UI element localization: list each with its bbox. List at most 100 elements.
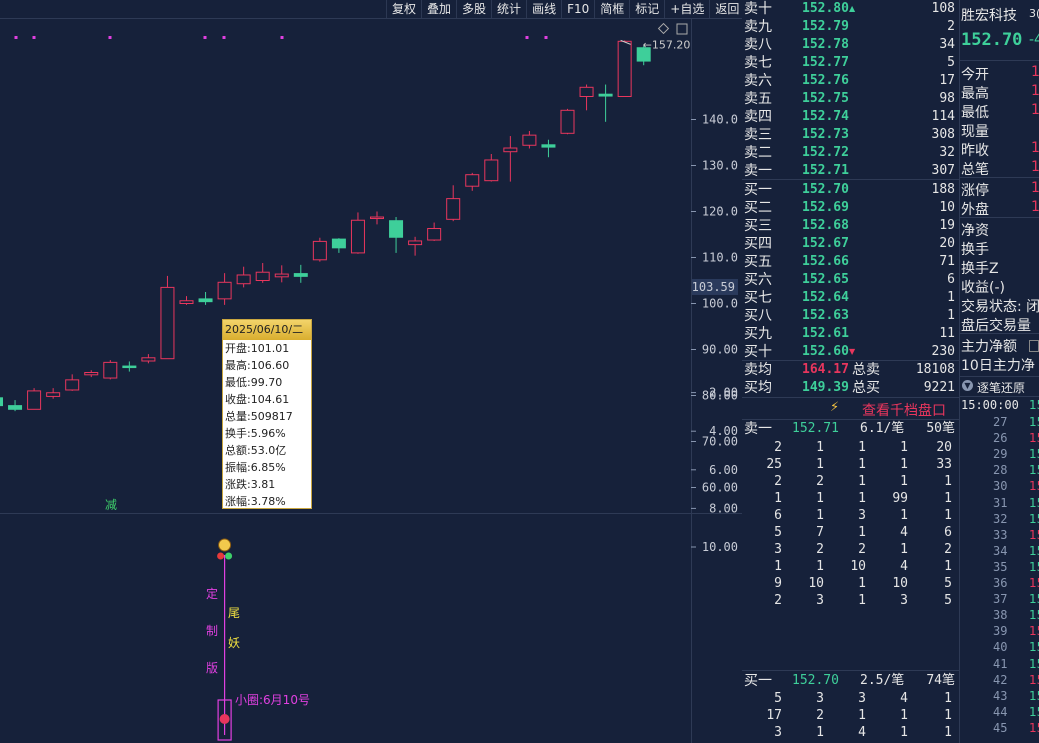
tick-title[interactable]: 逐笔还原: [977, 381, 1026, 395]
candle[interactable]: [65, 374, 80, 391]
ask-row[interactable]: 卖三 152.73 308: [742, 126, 959, 144]
indicator-text-right: 妖: [228, 636, 240, 650]
candle[interactable]: [160, 275, 175, 360]
avg-ask-value: 164.17: [802, 362, 849, 377]
panel-separator: [959, 60, 1039, 61]
avg-ask-row: 卖均 164.17 总卖 18108: [742, 361, 959, 379]
candle[interactable]: [427, 222, 442, 241]
candle[interactable]: [617, 40, 632, 97]
queue-cell: 2: [774, 474, 782, 489]
price-tag: [692, 278, 738, 295]
candle[interactable]: [408, 236, 423, 256]
candle[interactable]: [255, 263, 270, 283]
candle[interactable]: [274, 265, 289, 283]
queue-cell: 1: [858, 491, 866, 506]
candle[interactable]: [179, 296, 194, 305]
ask-row[interactable]: 卖十 152.80 108 ▲: [742, 0, 959, 18]
candle[interactable]: [522, 131, 537, 149]
bid-row[interactable]: 买八 152.63 1: [742, 307, 959, 325]
bid-row[interactable]: 买五 152.66 71: [742, 253, 959, 271]
ask-row[interactable]: 卖二 152.72 32: [742, 144, 959, 162]
bid-row[interactable]: 买二 152.69 10: [742, 199, 959, 217]
candle[interactable]: [198, 292, 213, 305]
candle[interactable]: [217, 273, 232, 305]
up-arrow-icon: ▲: [849, 4, 856, 13]
ob-level-label: 卖六: [744, 73, 772, 89]
ob-volume: 230: [931, 344, 955, 359]
bid-row[interactable]: 买七 152.64 1: [742, 289, 959, 307]
bid-row[interactable]: 买四 152.67 20: [742, 235, 959, 253]
candle[interactable]: [84, 370, 99, 378]
candle[interactable]: [484, 154, 499, 182]
diamond-icon[interactable]: [657, 22, 670, 35]
candle[interactable]: [331, 238, 346, 253]
queue-cell: 2: [944, 542, 952, 557]
toolbar-button-2[interactable]: 多股: [456, 0, 491, 19]
ob-price: 152.70: [802, 182, 849, 197]
candle[interactable]: [560, 108, 575, 135]
candle[interactable]: [350, 212, 365, 254]
candle[interactable]: [141, 354, 156, 364]
tooltip-row: 总额:53.0亿: [225, 444, 287, 457]
candle[interactable]: [236, 266, 251, 288]
toolbar-button-7[interactable]: 标记: [629, 0, 664, 19]
queue-cell: 3: [816, 593, 824, 608]
candle[interactable]: [503, 136, 518, 182]
chevron-down-icon[interactable]: ▼: [962, 380, 973, 391]
bid-row[interactable]: 买三 152.68 19: [742, 217, 959, 235]
candle[interactable]: [579, 84, 594, 111]
candle[interactable]: [103, 360, 118, 380]
candle[interactable]: [465, 172, 480, 191]
toolbar-button-1[interactable]: 叠加: [421, 0, 456, 19]
toolbar-button-5[interactable]: F10: [561, 0, 594, 19]
candle[interactable]: [46, 388, 61, 399]
candle[interactable]: [389, 217, 404, 253]
ask-row[interactable]: 卖六 152.76 17: [742, 72, 959, 90]
toolbar-button-6[interactable]: 简框: [594, 0, 629, 19]
bid-row[interactable]: 买一 152.70 188: [742, 181, 959, 199]
bid-row[interactable]: 买十 152.60 230 ▼: [742, 343, 959, 361]
toolbar-button-8[interactable]: +自选: [664, 0, 709, 19]
stock-field-value: 1: [1031, 140, 1039, 156]
window-toggle-icon[interactable]: [676, 23, 688, 35]
candle[interactable]: [0, 396, 3, 407]
candle-body: [179, 300, 194, 304]
bid-row[interactable]: 买九 152.61 11: [742, 325, 959, 343]
candle[interactable]: [27, 388, 42, 410]
candle[interactable]: [293, 264, 308, 283]
candle[interactable]: [598, 84, 613, 122]
ask-row[interactable]: 卖一 152.71 307: [742, 162, 959, 180]
queue-cell: 1: [900, 542, 908, 557]
ask-row[interactable]: 卖八 152.78 34: [742, 36, 959, 54]
candle[interactable]: [8, 400, 23, 412]
candle[interactable]: [636, 45, 651, 66]
candle[interactable]: [122, 361, 137, 372]
candle-body: [636, 47, 651, 62]
toolbar-button-3[interactable]: 统计: [491, 0, 526, 19]
avg-ask-label: 卖均: [744, 362, 772, 378]
toolbar-button-9[interactable]: 返回: [709, 0, 744, 19]
ask-row[interactable]: 卖四 152.74 114: [742, 108, 959, 126]
candle[interactable]: [370, 211, 384, 225]
toolbar-button-0[interactable]: 复权: [386, 0, 421, 19]
ask-row[interactable]: 卖九 152.79 2: [742, 18, 959, 36]
tick-price-partial: 15: [1029, 720, 1039, 735]
ob-price: 152.68: [802, 218, 849, 233]
candle[interactable]: [541, 139, 556, 158]
candle[interactable]: [312, 237, 327, 262]
candle-body: [484, 159, 499, 182]
signal-dot: [280, 36, 284, 39]
queue-cell: 1: [816, 491, 824, 506]
ob-volume: 6: [947, 272, 955, 287]
ask-row[interactable]: 卖七 152.77 5: [742, 54, 959, 72]
kline-chart[interactable]: 140.0 130.0 120.0 110.0 100.0 90.00 80.00 70.00…: [0, 0, 742, 743]
view-depth-button[interactable]: 查看千档盘口: [862, 403, 946, 419]
bid-row[interactable]: 买六 152.65 6: [742, 271, 959, 289]
ask-row[interactable]: 卖五 152.75 98: [742, 90, 959, 108]
tick-price-partial: 15: [1029, 640, 1039, 655]
stock-field-value: 1: [1031, 180, 1039, 196]
candle[interactable]: [446, 185, 461, 222]
toolbar-button-4[interactable]: 画线: [526, 0, 561, 19]
y-tick-label: 130.0: [702, 159, 738, 173]
queue-ask-row: 1 1 10 4 1: [742, 558, 959, 575]
